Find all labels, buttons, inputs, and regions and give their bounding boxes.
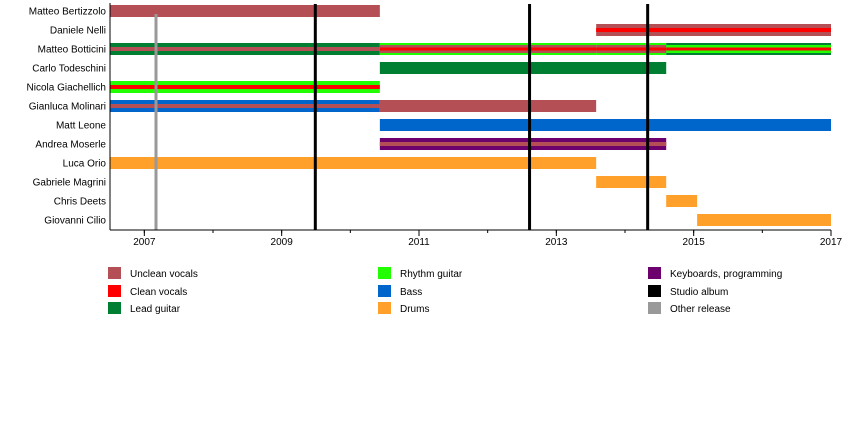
member-label: Matteo Bertizzolo (29, 7, 107, 18)
bar-unclean (379, 100, 597, 112)
member-label: Matteo Botticini (38, 45, 106, 56)
legend-swatch-rhythm (378, 267, 391, 279)
legend-swatch-studio (648, 285, 661, 297)
legend-label-studio: Studio album (670, 287, 728, 298)
legend-swatch-unclean (108, 267, 121, 279)
member-label: Nicola Giachellich (27, 83, 106, 94)
x-tick-label: 2015 (683, 237, 706, 248)
member-label: Andrea Moserle (35, 140, 106, 151)
legend-swatch-keys (648, 267, 661, 279)
bar-clean (110, 85, 380, 89)
bar-drums (596, 176, 667, 188)
legend-label-unclean: Unclean vocals (130, 269, 198, 280)
member-label: Luca Orio (63, 159, 107, 170)
bar-clean (666, 47, 831, 51)
x-tick-label: 2007 (133, 237, 156, 248)
legend-swatch-drums (378, 302, 391, 314)
bar-unclean (379, 142, 667, 146)
x-tick-label: 2011 (408, 237, 430, 248)
bar-drums (697, 214, 831, 226)
bar-bass (379, 119, 831, 131)
member-label: Gabriele Magrini (33, 178, 106, 189)
bar-lead (379, 62, 667, 74)
legend-label-keys: Keyboards, programming (670, 269, 782, 280)
bar-drums (666, 195, 698, 207)
legend-label-clean: Clean vocals (130, 287, 187, 298)
member-label: Carlo Todeschini (32, 64, 106, 75)
legend-label-bass: Bass (400, 287, 422, 298)
legend-label-rhythm: Rhythm guitar (400, 269, 463, 280)
x-tick-label: 2017 (820, 237, 843, 248)
bar-unclean (110, 5, 380, 17)
bar-unclean (110, 47, 380, 51)
x-tick-label: 2009 (271, 237, 294, 248)
x-tick-label: 2013 (545, 237, 568, 248)
legend-swatch-bass (378, 285, 391, 297)
member-label: Matt Leone (56, 121, 106, 132)
member-label: Giovanni Cilio (44, 216, 106, 227)
member-label: Gianluca Molinari (29, 102, 106, 113)
legend-swatch-other (648, 302, 661, 314)
legend-swatch-lead (108, 302, 121, 314)
bar-clean (596, 47, 667, 51)
bar-drums (110, 157, 597, 169)
member-label: Chris Deets (54, 197, 106, 208)
legend-label-other: Other release (670, 304, 731, 315)
bar-unclean (110, 104, 380, 108)
member-label: Daniele Nelli (50, 26, 106, 37)
bar-clean (596, 28, 831, 32)
legend-label-drums: Drums (400, 304, 429, 315)
bar-clean (379, 47, 597, 51)
legend-swatch-clean (108, 285, 121, 297)
legend-label-lead: Lead guitar (130, 304, 181, 315)
